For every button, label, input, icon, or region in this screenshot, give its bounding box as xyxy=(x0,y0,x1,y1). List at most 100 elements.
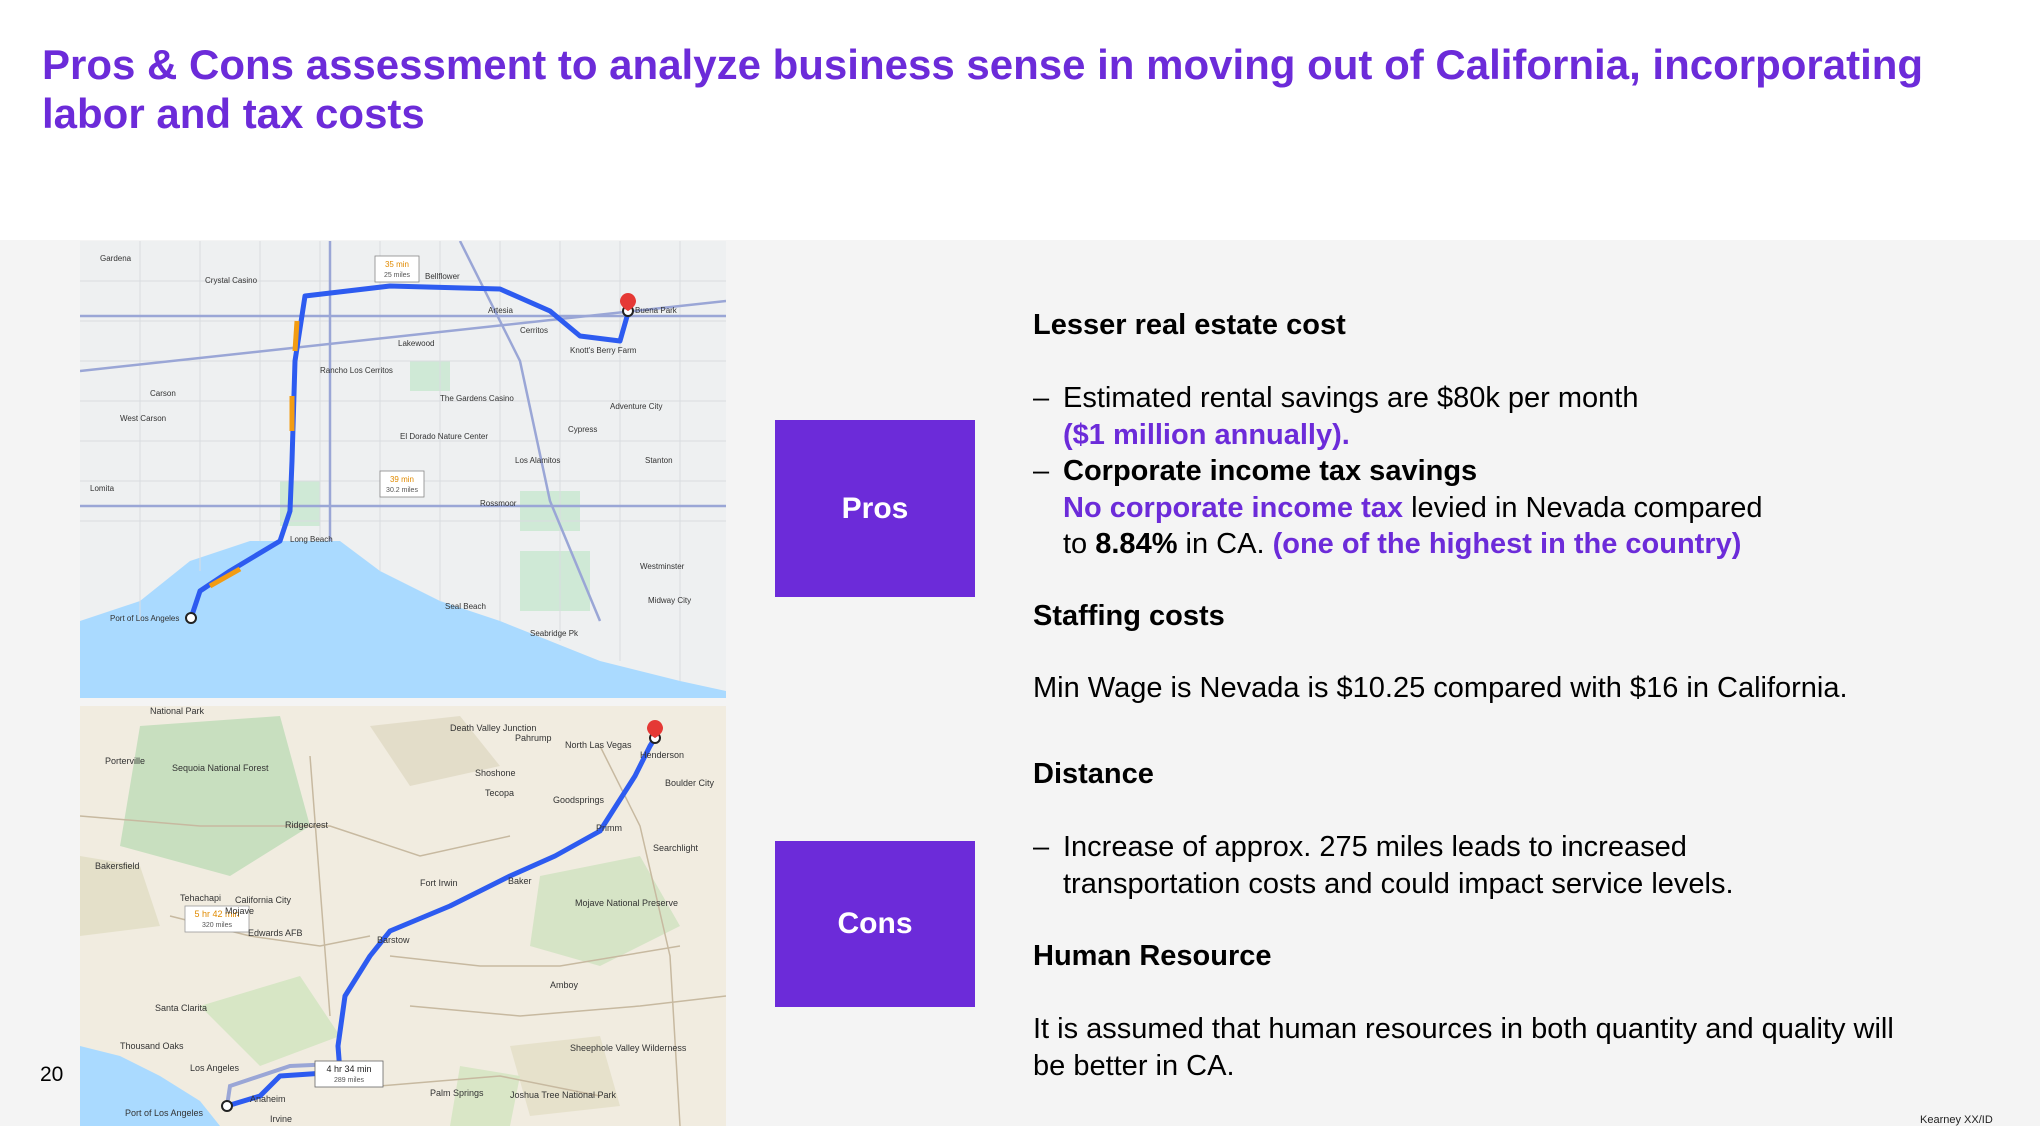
map-label: Fort Irwin xyxy=(420,878,458,888)
bullet-item: – Estimated rental savings are $80k per … xyxy=(1033,380,1993,453)
map-label: Ridgecrest xyxy=(285,820,329,830)
section-heading: Distance xyxy=(1033,758,1154,790)
real-estate-section: Lesser real estate cost xyxy=(1033,307,1993,344)
map-label: Mojave xyxy=(225,906,254,916)
map-label: Artesia xyxy=(488,306,513,315)
cons-label: Cons xyxy=(837,907,913,940)
bullet-text: to xyxy=(1063,528,1096,560)
map-label: Cerritos xyxy=(520,326,548,335)
map-label: Bellflower xyxy=(425,272,460,281)
staffing-text: Min Wage is Nevada is $10.25 compared wi… xyxy=(1033,672,1848,704)
map-label: Santa Clarita xyxy=(155,1003,207,1013)
map-label: Edwards AFB xyxy=(248,928,303,938)
route1-distance: 25 miles xyxy=(384,272,411,279)
section-heading: Lesser real estate cost xyxy=(1033,309,1346,341)
map-label: Westminster xyxy=(640,562,685,571)
cons-label-box: Cons xyxy=(775,841,975,1007)
map-label: Sequoia National Forest xyxy=(172,763,269,773)
staffing-section: Staffing costs xyxy=(1033,598,1993,635)
map-label: Midway City xyxy=(648,596,691,605)
map-label: Lakewood xyxy=(398,339,434,348)
bullet-body: Estimated rental savings are $80k per mo… xyxy=(1063,380,1638,453)
map-label: Adventure City xyxy=(610,402,662,411)
map-label: Pahrump xyxy=(515,733,552,743)
map-label: Rossmoor xyxy=(480,499,517,508)
map-label: Seal Beach xyxy=(445,602,486,611)
bullet-dash: – xyxy=(1033,831,1050,863)
section-heading: Human Resource xyxy=(1033,940,1272,972)
map-label: Rancho Los Cerritos xyxy=(320,366,393,375)
distance-section: Distance xyxy=(1033,756,1993,793)
bullet-highlight: ($1 million annually). xyxy=(1063,418,1350,451)
map-label: Los Alamitos xyxy=(515,456,560,465)
bullet-item: – Corporate income tax savings No corpor… xyxy=(1033,453,1993,563)
map-label: Tecopa xyxy=(485,788,514,798)
map-label: El Dorado Nature Center xyxy=(400,432,488,441)
map-port-to-buena-park: 35 min 25 miles 39 min 30.2 miles Garden… xyxy=(80,241,726,698)
map-label: Long Beach xyxy=(290,535,333,544)
route2-time: 4 hr 34 min xyxy=(326,1064,371,1074)
map-label: Henderson xyxy=(640,750,684,760)
bullet-body: Corporate income tax savings No corporat… xyxy=(1063,453,1763,563)
map-label: Primm xyxy=(596,823,622,833)
map-label: Barstow xyxy=(377,935,410,945)
map-label: Port of Los Angeles xyxy=(110,614,179,623)
map-label: Goodsprings xyxy=(553,795,605,805)
pros-label: Pros xyxy=(841,491,909,525)
human-resource-section: Human Resource xyxy=(1033,938,1993,975)
map-label: Searchlight xyxy=(653,843,699,853)
map-label: Joshua Tree National Park xyxy=(510,1090,617,1100)
map-label: Los Angeles xyxy=(190,1063,240,1073)
map-label: Death Valley Junction xyxy=(450,723,536,733)
page-number: 20 xyxy=(40,1063,64,1086)
map-label: Tehachapi xyxy=(180,893,221,903)
real-estate-bullets: – Estimated rental savings are $80k per … xyxy=(1033,380,1993,563)
route1-distance: 320 miles xyxy=(202,922,232,929)
map-label: California City xyxy=(235,895,292,905)
bullet-highlight: No corporate income tax xyxy=(1063,491,1404,524)
map-label: North Las Vegas xyxy=(565,740,632,750)
map-label: Cypress xyxy=(568,425,597,434)
map-la-to-henderson: 5 hr 42 min 320 miles 4 hr 34 min 289 mi… xyxy=(80,706,726,1126)
map-label: West Carson xyxy=(120,414,166,423)
bullet-text: in CA. xyxy=(1177,528,1273,560)
map-label: Thousand Oaks xyxy=(120,1041,184,1051)
map-label: Seabridge Pk xyxy=(530,629,579,638)
map-label: Shoshone xyxy=(475,768,516,778)
route1-time: 5 hr 42 min xyxy=(194,909,239,919)
map-label: The Gardens Casino xyxy=(440,394,514,403)
map-label: National Park xyxy=(150,706,205,716)
human-resource-text: It is assumed that human resources in bo… xyxy=(1033,1013,1894,1082)
map-label: Crystal Casino xyxy=(205,276,258,285)
map-label: Mojave National Preserve xyxy=(575,898,678,908)
map-label: Gardena xyxy=(100,254,132,263)
bullet-item: – Increase of approx. 275 miles leads to… xyxy=(1033,829,1793,902)
slide-title: Pros & Cons assessment to analyze busine… xyxy=(42,41,1924,137)
map-label: Irvine xyxy=(270,1114,292,1124)
map-label: Knott's Berry Farm xyxy=(570,346,637,355)
map-label: Anaheim xyxy=(250,1094,286,1104)
route1-time: 35 min xyxy=(385,260,409,269)
map-label: Porterville xyxy=(105,756,145,766)
distance-bullets: – Increase of approx. 275 miles leads to… xyxy=(1033,829,1793,902)
route2-time: 39 min xyxy=(390,475,414,484)
bullet-heading: Corporate income tax savings xyxy=(1063,455,1478,487)
bullet-text: levied in Nevada compared xyxy=(1403,491,1763,524)
map-label: Bakersfield xyxy=(95,861,140,871)
tax-rate: 8.84% xyxy=(1095,528,1178,560)
section-heading: Staffing costs xyxy=(1033,600,1225,632)
map-label: Stanton xyxy=(645,456,673,465)
footer-text: Kearney XX/ID xyxy=(1920,1114,1993,1126)
map-label: Carson xyxy=(150,389,176,398)
map-label: Lomita xyxy=(90,484,115,493)
map-label: Sheephole Valley Wilderness xyxy=(570,1043,687,1053)
map-label: Port of Los Angeles xyxy=(125,1108,204,1118)
bullet-dash: – xyxy=(1033,382,1050,414)
bullet-text: Estimated rental savings are $80k per mo… xyxy=(1063,382,1639,414)
map-label: Boulder City xyxy=(665,778,715,788)
bullet-dash: – xyxy=(1033,455,1050,487)
map-label: Buena Park xyxy=(635,306,678,315)
map-label: Amboy xyxy=(550,980,579,990)
pros-label-box: Pros xyxy=(775,420,975,597)
bullet-text: Increase of approx. 275 miles leads to i… xyxy=(1063,831,1734,900)
